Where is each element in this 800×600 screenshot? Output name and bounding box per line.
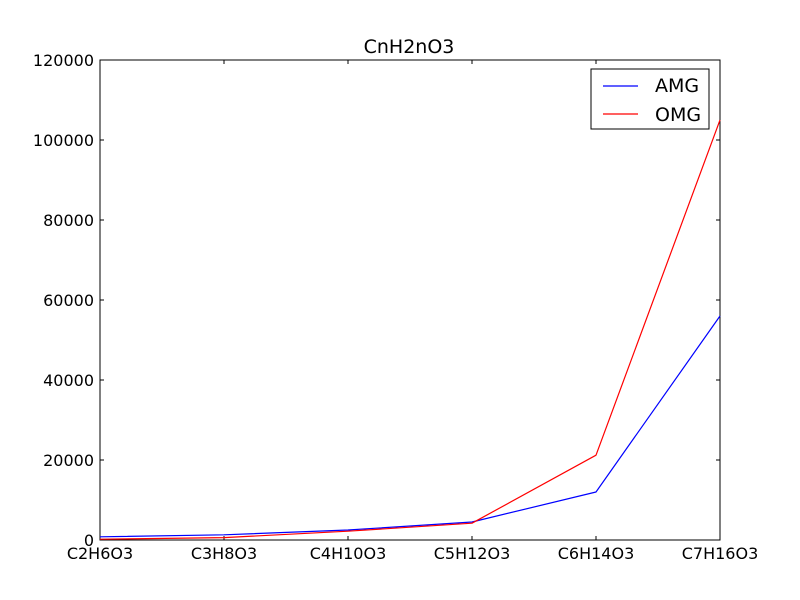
y-tick-label: 60000 bbox=[43, 291, 94, 310]
plot-area bbox=[99, 59, 721, 541]
legend: AMG OMG bbox=[590, 68, 710, 130]
y-axis: 0 20000 40000 60000 80000 100000 120000 bbox=[33, 51, 720, 550]
plot-frame bbox=[99, 59, 721, 541]
x-tick-label: C2H6O3 bbox=[67, 544, 133, 563]
y-tick-label: 100000 bbox=[33, 131, 94, 150]
chart-title: CnH2nO3 bbox=[364, 36, 455, 58]
y-tick-label: 20000 bbox=[43, 451, 94, 470]
x-axis: C2H6O3 C3H8O3 C4H10O3 C5H12O3 C6H14O3 C7H16O3 bbox=[67, 60, 758, 563]
series-layer bbox=[99, 119, 721, 540]
legend-box bbox=[590, 68, 710, 130]
x-tick-label: C4H10O3 bbox=[310, 544, 387, 563]
x-tick-label: C7H16O3 bbox=[682, 544, 759, 563]
y-tick-label: 120000 bbox=[33, 51, 94, 70]
legend-label-omg: OMG bbox=[655, 104, 701, 126]
x-tick-label: C5H12O3 bbox=[434, 544, 511, 563]
series-line-omg bbox=[99, 119, 721, 540]
x-tick-label: C6H14O3 bbox=[558, 544, 635, 563]
y-tick-label: 80000 bbox=[43, 211, 94, 230]
y-tick-label: 0 bbox=[84, 531, 94, 550]
legend-label-amg: AMG bbox=[655, 75, 699, 97]
series-line-amg bbox=[99, 315, 721, 538]
y-tick-label: 40000 bbox=[43, 371, 94, 390]
x-tick-label: C3H8O3 bbox=[191, 544, 257, 563]
